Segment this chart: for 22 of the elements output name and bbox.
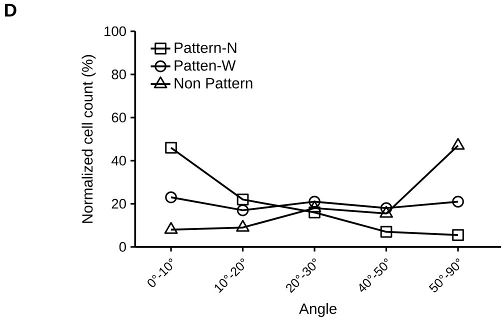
point — [236, 194, 249, 206]
y-tick-label: 40 — [112, 156, 126, 166]
legend-label: Patten-W — [174, 60, 236, 71]
point — [380, 202, 392, 214]
point — [236, 204, 249, 216]
point — [308, 196, 320, 208]
legend-label: Non Pattern — [174, 78, 252, 89]
y-tick-label: 20 — [112, 199, 126, 209]
chart-title: D — [5, 4, 16, 17]
y-tick-label: 60 — [112, 112, 126, 123]
point — [452, 229, 464, 242]
point — [165, 192, 177, 204]
x-axis-title: Angle — [299, 303, 337, 318]
y-tick-label: 100 — [104, 26, 126, 36]
legend-label: Pattern-N — [174, 42, 236, 54]
y-axis-title: Normalized cell count (%) — [82, 55, 96, 224]
point — [308, 206, 320, 218]
point — [380, 226, 392, 238]
point — [452, 196, 464, 208]
y-tick-label: 0 — [119, 242, 126, 252]
point — [165, 142, 177, 154]
y-tick-label: 80 — [112, 70, 126, 80]
